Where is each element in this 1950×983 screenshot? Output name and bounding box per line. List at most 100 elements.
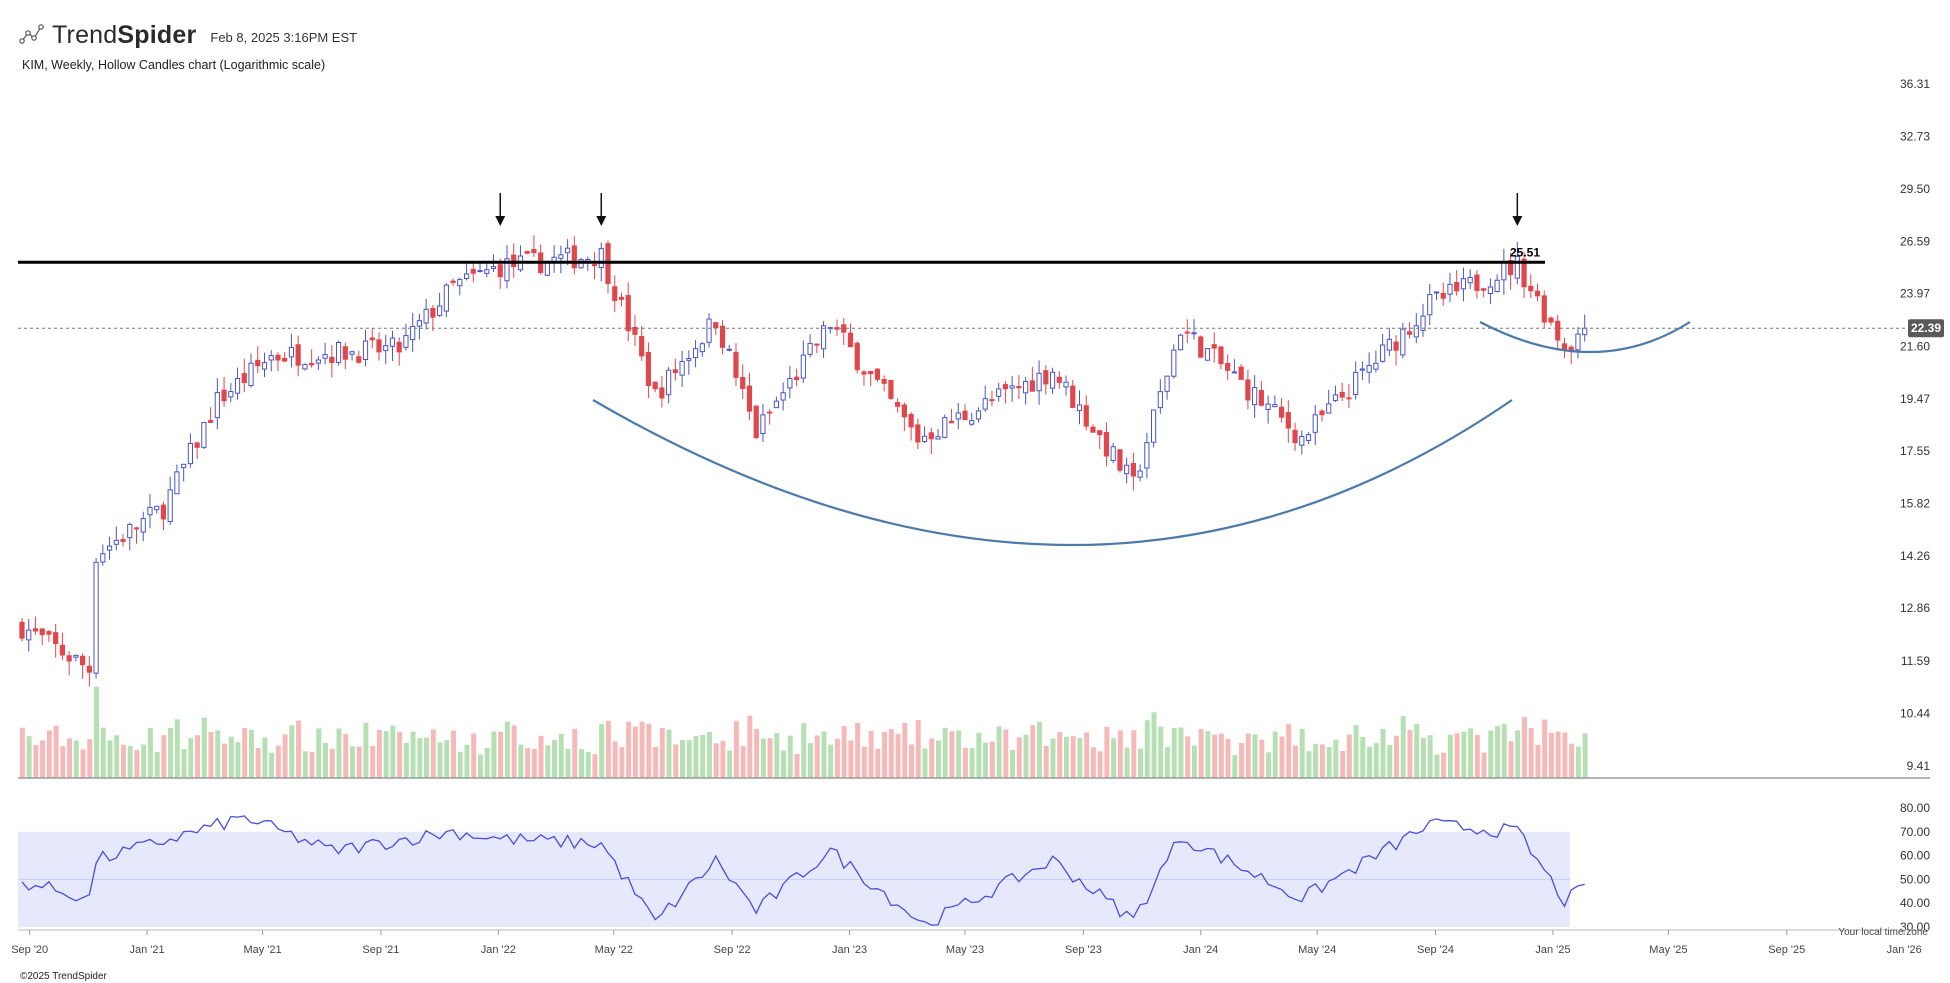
candle <box>686 350 692 375</box>
candle-body <box>1487 286 1493 294</box>
candle-body <box>1198 336 1204 358</box>
candle-body <box>1400 328 1406 356</box>
candle <box>612 275 618 313</box>
candle <box>1023 376 1029 405</box>
candle-body <box>120 538 126 542</box>
candle-body <box>1501 262 1507 281</box>
candle <box>726 344 732 352</box>
candle-body <box>639 336 645 357</box>
candle-body <box>1481 288 1487 291</box>
price-tick-label: 23.97 <box>1900 287 1930 301</box>
candle-body <box>1440 292 1446 299</box>
volume-bar <box>343 734 349 778</box>
price-tick-label: 26.59 <box>1900 234 1930 248</box>
volume-bar <box>376 729 382 778</box>
candle-body <box>1380 344 1386 362</box>
volume-bar <box>323 743 329 778</box>
candle <box>1366 352 1372 384</box>
volume-bar <box>1434 754 1440 778</box>
candle <box>1467 269 1473 289</box>
volume-bar <box>309 751 315 778</box>
candle <box>975 407 982 423</box>
volume-bar <box>67 738 73 778</box>
volume-bar <box>1353 725 1359 778</box>
candle <box>780 382 786 411</box>
volume-bar <box>1400 716 1406 778</box>
volume-bar <box>1393 735 1399 778</box>
candle-body <box>147 506 153 516</box>
volume-bar <box>612 741 618 778</box>
volume-bar <box>794 753 800 778</box>
volume-bar <box>1582 733 1588 778</box>
candle <box>908 412 914 441</box>
candle <box>1171 344 1177 379</box>
candle-body <box>403 335 409 348</box>
candle-body <box>564 247 571 254</box>
candle-body <box>820 325 827 350</box>
candle-body <box>1393 341 1399 351</box>
candle <box>605 240 611 294</box>
candle-body <box>241 373 247 383</box>
volume-bar <box>80 749 86 778</box>
volume-bar <box>511 725 517 778</box>
candle-body <box>416 320 423 327</box>
volume-bar <box>814 735 820 778</box>
candle-body <box>1346 397 1352 400</box>
candle-body <box>1366 364 1372 373</box>
candle <box>1440 282 1446 306</box>
candle-body <box>928 432 934 440</box>
volume-bar <box>390 725 396 778</box>
candle <box>847 323 854 348</box>
volume-bar <box>1070 736 1076 778</box>
candle <box>834 319 840 336</box>
volume-bar <box>403 742 409 778</box>
candle <box>383 334 389 365</box>
candle <box>928 427 934 455</box>
volume-bar <box>646 723 652 778</box>
candle-body <box>1211 344 1217 349</box>
volume-bar <box>188 738 194 778</box>
candle-body <box>652 381 658 390</box>
candle-body <box>127 523 133 539</box>
volume-bar <box>1158 726 1164 778</box>
candle-body <box>1507 259 1514 276</box>
volume-bar <box>1043 745 1049 778</box>
price-tick-label: 17.55 <box>1900 444 1930 458</box>
candle <box>948 408 955 424</box>
candle <box>282 351 288 363</box>
candle-body <box>814 343 820 346</box>
candle <box>1184 319 1190 343</box>
candle <box>558 245 564 274</box>
candle <box>46 629 52 642</box>
candle-body <box>969 420 975 425</box>
volume-bar <box>424 737 430 778</box>
candle <box>26 618 32 652</box>
volume-bar <box>733 721 739 778</box>
candle <box>389 330 396 362</box>
candle <box>841 317 847 345</box>
candle-body <box>228 391 234 398</box>
candle <box>1177 333 1184 351</box>
volume-bar <box>518 744 524 778</box>
time-tick-label: Jan '25 <box>1535 944 1570 956</box>
candle-body <box>275 354 281 361</box>
volume-bar <box>747 715 753 778</box>
price-tick-label: 14.26 <box>1900 549 1930 563</box>
candle-body <box>1225 362 1231 371</box>
chart-description: KIM, Weekly, Hollow Candles chart (Logar… <box>22 58 326 72</box>
volume-bar <box>760 738 766 778</box>
candle <box>888 379 894 401</box>
volume-bar <box>1562 732 1568 778</box>
volume-bar <box>1164 747 1170 778</box>
candle-body <box>780 392 786 401</box>
candle <box>369 328 375 349</box>
brand-suffix: Spider <box>117 20 197 49</box>
candle <box>564 239 571 266</box>
candle <box>1339 382 1345 402</box>
volume-bar <box>1090 747 1096 778</box>
candle <box>1555 314 1561 351</box>
volume-bar <box>282 734 288 778</box>
volume-bar <box>1360 737 1366 778</box>
candle-body <box>713 322 719 329</box>
